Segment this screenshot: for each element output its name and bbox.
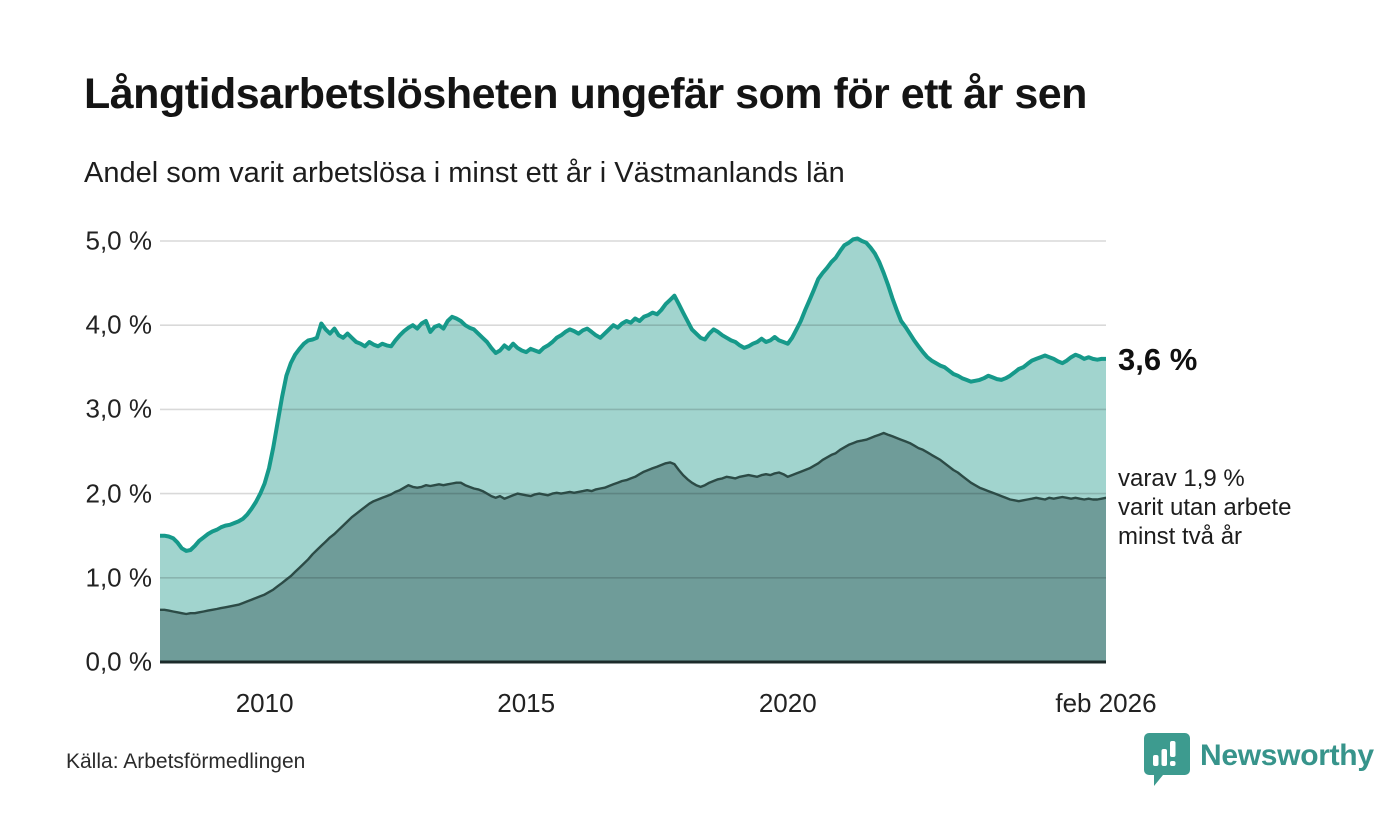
y-tick-label: 1,0 % [85, 562, 153, 593]
source-note: Källa: Arbetsförmedlingen [66, 750, 306, 773]
value-label-latest: 3,6 % [1118, 341, 1198, 377]
x-tick-label: 2010 [235, 688, 294, 718]
newsworthy-logo-icon [1144, 733, 1190, 786]
newsworthy-logo: Newsworthy [1144, 733, 1374, 787]
y-tick-label: 3,0 % [85, 393, 153, 424]
chart-subtitle: Andel som varit arbetslösa i minst ett å… [84, 157, 845, 189]
annotation-line: varit utan arbete [1118, 494, 1292, 522]
annotation-line: minst två år [1118, 523, 1243, 551]
x-tick-label: feb 2026 [1055, 688, 1157, 718]
y-axis-labels: 5,0 % 4,0 % 3,0 % 2,0 % 1,0 % 0,0 % [0, 0, 153, 840]
value-label-two-years: varav 1,9 % varit utan arbete minst två … [1118, 464, 1291, 551]
x-axis-labels: 2010 2015 2020 feb 2026 [0, 688, 1400, 728]
y-tick-label: 4,0 % [85, 309, 153, 340]
area-chart [160, 236, 1106, 664]
x-tick-label: 2020 [758, 688, 817, 718]
chart-title: Långtidsarbetslösheten ungefär som för e… [84, 70, 1087, 118]
newsworthy-wordmark: Newsworthy [1200, 739, 1374, 772]
x-tick-label: 2015 [497, 688, 556, 718]
annotation-line: varav 1,9 % [1118, 465, 1245, 493]
y-tick-label: 5,0 % [85, 225, 153, 256]
y-tick-label: 0,0 % [85, 646, 153, 677]
y-tick-label: 2,0 % [85, 478, 153, 509]
